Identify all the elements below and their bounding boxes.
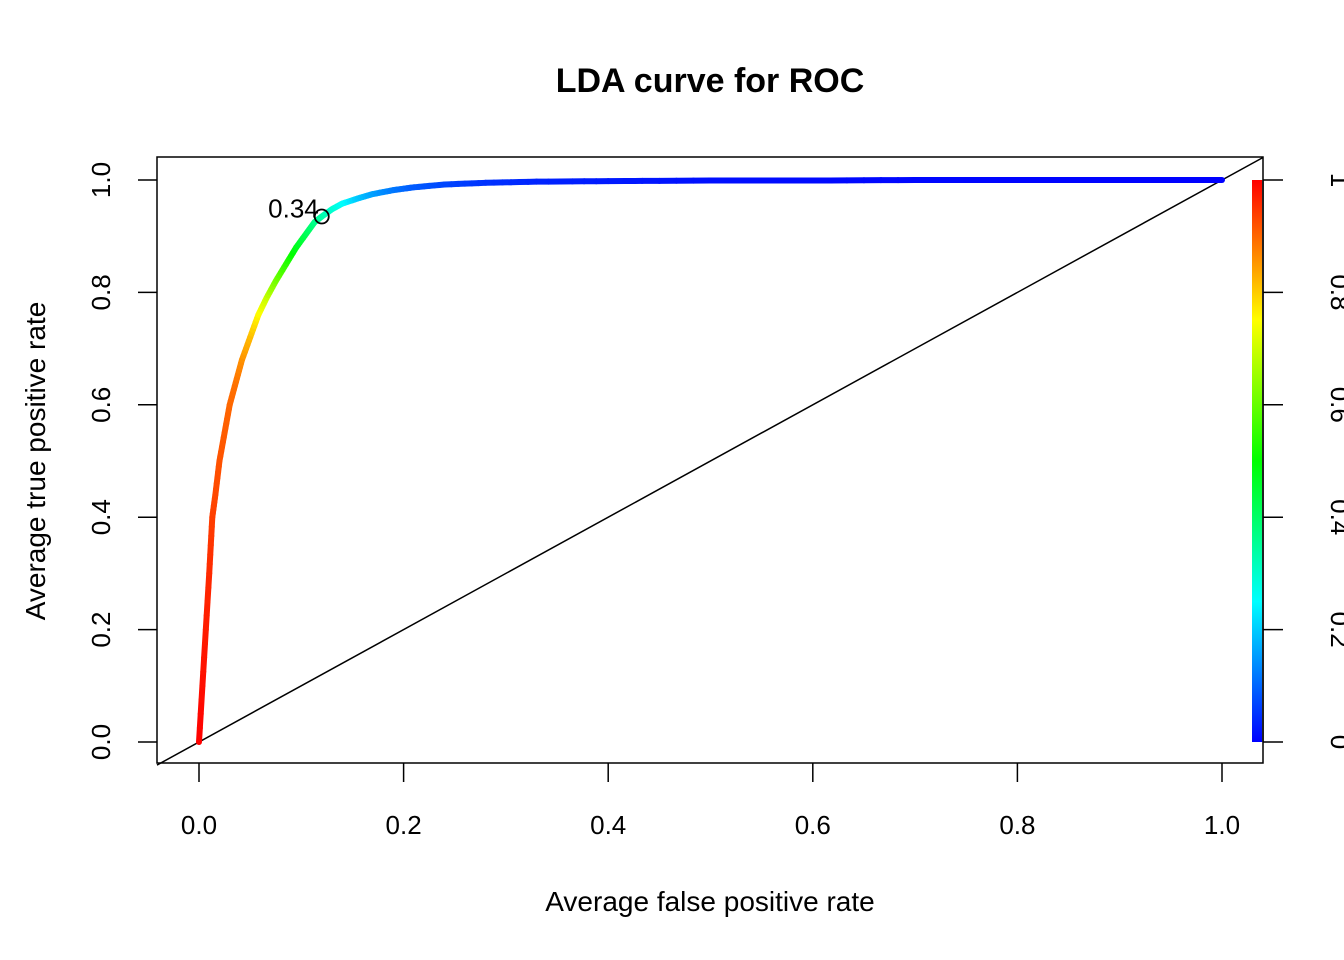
colorbar-tick-label: 0 bbox=[1325, 735, 1344, 749]
diagonal-reference-line bbox=[156, 156, 1264, 766]
x-tick-label: 0.6 bbox=[795, 810, 831, 840]
x-tick-label: 0.0 bbox=[181, 810, 217, 840]
x-tick-label: 0.4 bbox=[590, 810, 626, 840]
y-axis: 0.0 0.2 0.4 0.6 0.8 1.0 bbox=[86, 162, 157, 760]
colorbar-tick-label: 0.6 bbox=[1325, 387, 1344, 423]
colorbar-tick-label: 0.2 bbox=[1325, 612, 1344, 648]
colorbar-tick-label: 0.8 bbox=[1325, 274, 1344, 310]
x-tick-label: 1.0 bbox=[1204, 810, 1240, 840]
x-tick-label: 0.2 bbox=[386, 810, 422, 840]
x-axis-title: Average false positive rate bbox=[545, 886, 874, 917]
x-axis: 0.0 0.2 0.4 0.6 0.8 1.0 bbox=[181, 763, 1240, 840]
y-tick-label: 0.0 bbox=[86, 724, 116, 760]
threshold-marker bbox=[313, 208, 330, 225]
colorbar-axis: 0 0.2 0.4 0.6 0.8 1 bbox=[1262, 173, 1344, 749]
y-tick-label: 0.2 bbox=[86, 612, 116, 648]
chart-title: LDA curve for ROC bbox=[556, 62, 865, 100]
colorbar bbox=[1252, 180, 1262, 742]
y-tick-label: 1.0 bbox=[86, 162, 116, 198]
threshold-label: 0.34 bbox=[268, 194, 319, 224]
colorbar-tick-label: 0.4 bbox=[1325, 499, 1344, 535]
y-axis-title: Average true positive rate bbox=[20, 302, 51, 621]
x-tick-label: 0.8 bbox=[999, 810, 1035, 840]
y-tick-label: 0.8 bbox=[86, 274, 116, 310]
y-tick-label: 0.4 bbox=[86, 499, 116, 535]
y-tick-label: 0.6 bbox=[86, 387, 116, 423]
colorbar-tick-label: 1 bbox=[1325, 173, 1344, 187]
